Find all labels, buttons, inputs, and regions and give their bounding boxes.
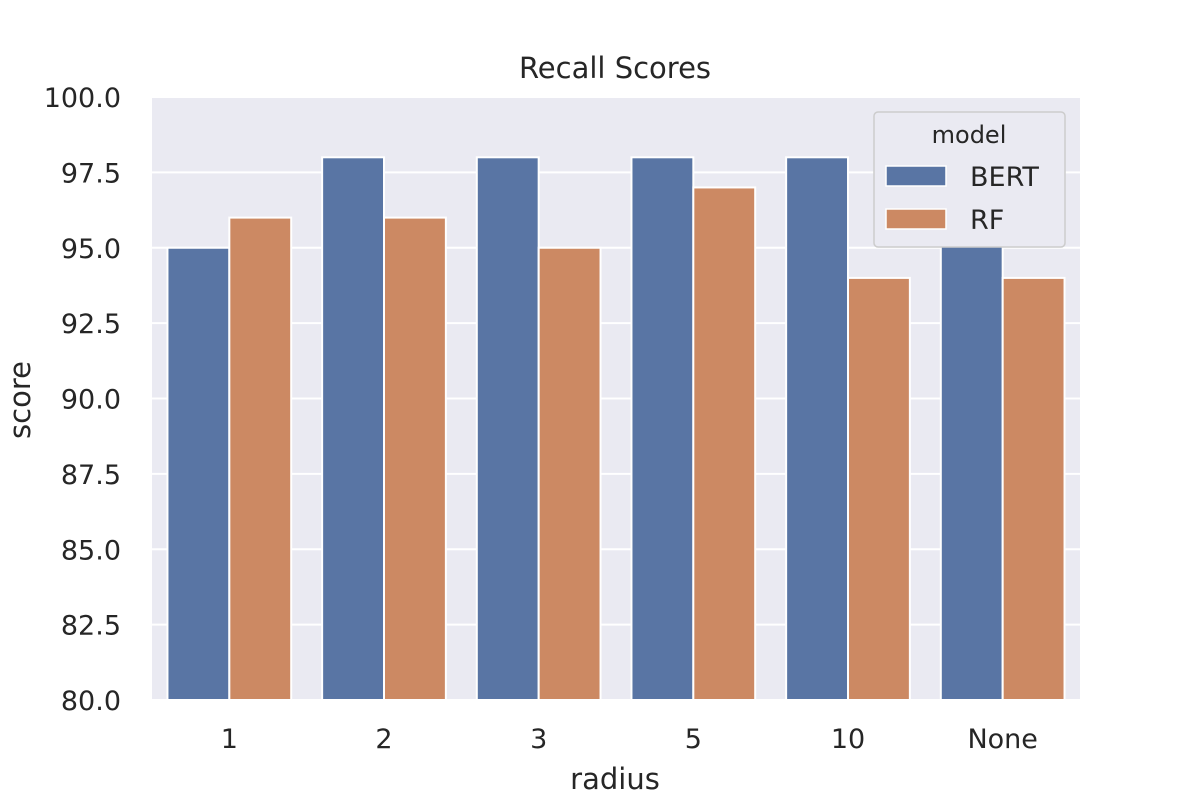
x-tick-label: 10 (831, 724, 865, 755)
bar-rf-3 (537, 246, 602, 701)
x-axis-label: radius (570, 762, 660, 796)
bar-bert-10 (785, 156, 850, 702)
chart-title: Recall Scores (519, 51, 711, 85)
legend-label-bert: BERT (970, 162, 1039, 193)
y-tick-label: 82.5 (61, 611, 121, 642)
bar-bert-none (939, 237, 1004, 702)
legend-swatch-bert (885, 165, 947, 187)
legend-label-rf: RF (970, 205, 1004, 236)
x-tick-label: None (967, 724, 1037, 755)
y-tick-label: 100.0 (44, 83, 121, 114)
x-tick-label: 3 (530, 724, 547, 755)
x-tick-label: 5 (685, 724, 702, 755)
y-tick-label: 92.5 (61, 309, 121, 340)
y-tick-labels: 80.0 82.5 85.0 87.5 90.0 92.5 95.0 97.5 100.0 (44, 83, 121, 717)
bars (166, 156, 1066, 702)
bar-rf-2 (383, 216, 447, 701)
bar-bert-2 (321, 156, 385, 702)
y-tick-label: 95.0 (61, 234, 121, 265)
y-tick-label: 80.0 (61, 686, 121, 717)
legend-title: model (932, 121, 1007, 149)
bar-bert-5 (630, 156, 695, 702)
y-tick-label: 87.5 (61, 460, 121, 491)
bar-rf-5 (692, 186, 757, 701)
legend-swatch-rf (885, 208, 947, 230)
bar-bert-1 (166, 246, 231, 701)
bar-bert-3 (475, 156, 540, 702)
legend: model BERT RF (873, 111, 1066, 248)
bar-rf-10 (847, 276, 911, 701)
x-tick-label: 1 (221, 724, 238, 755)
y-axis-label: score (3, 361, 37, 439)
y-tick-label: 85.0 (61, 535, 121, 566)
bar-rf-1 (228, 216, 293, 701)
y-tick-label: 97.5 (61, 158, 121, 189)
y-tick-label: 90.0 (61, 385, 121, 416)
bar-rf-none (1001, 276, 1066, 701)
x-tick-label: 2 (375, 724, 392, 755)
x-tick-labels: 1 2 3 5 10 None (221, 724, 1038, 755)
